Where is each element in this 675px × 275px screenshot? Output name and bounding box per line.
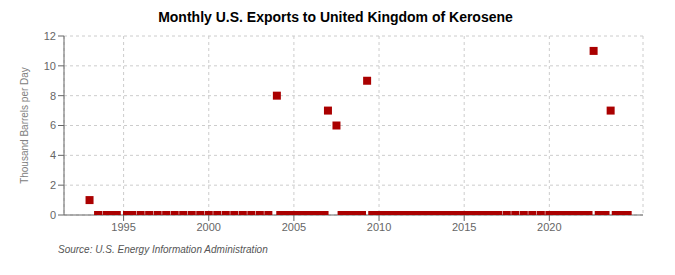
svg-text:2005: 2005 [282,221,306,233]
svg-text:2020: 2020 [537,221,561,233]
svg-text:2015: 2015 [452,221,476,233]
svg-text:1995: 1995 [111,221,135,233]
svg-text:12: 12 [44,30,56,42]
svg-text:8: 8 [50,90,56,102]
html-text:Monthly U.S. Exports to United: Monthly U.S. Exports to United Kingdom o… [158,9,513,25]
svg-text:2010: 2010 [367,221,391,233]
svg-text:2000: 2000 [197,221,221,233]
svg-text:10: 10 [44,60,56,72]
svg-text:2: 2 [50,179,56,191]
svg-text:4: 4 [50,149,56,161]
svg-text:0: 0 [50,209,56,221]
html-text:Source: U.S. Energy Informatio: Source: U.S. Energy Information Administ… [58,244,268,255]
svg-text:Thousand Barrels per Day: Thousand Barrels per Day [19,67,30,184]
svg-text:6: 6 [50,119,56,131]
